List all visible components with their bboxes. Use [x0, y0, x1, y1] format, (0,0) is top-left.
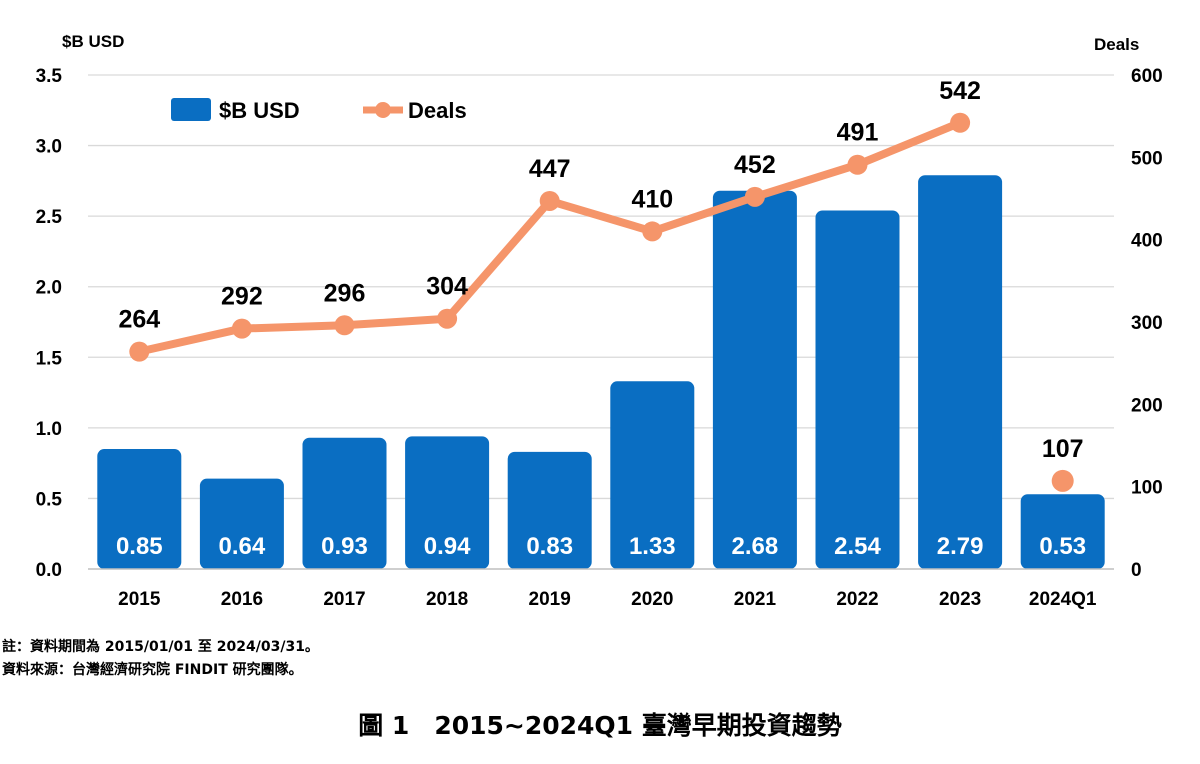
x-axis-tick-label: 2015	[118, 589, 161, 610]
deals-value-label: 292	[221, 283, 263, 311]
left-axis-tick-label: 3.5	[36, 66, 63, 87]
bar	[97, 449, 182, 569]
bar-value-label: 2.68	[732, 533, 779, 560]
left-axis-tick-label: 1.5	[36, 348, 63, 369]
deals-value-label: 107	[1042, 435, 1084, 463]
deals-point	[1051, 469, 1074, 492]
bar-value-label: 0.85	[116, 533, 163, 560]
deals-value-label: 452	[734, 151, 776, 179]
bar	[918, 175, 1003, 569]
deals-point	[950, 112, 971, 133]
left-axis-tick-label: 1.0	[36, 419, 62, 440]
deals-line-series	[129, 112, 1074, 492]
x-axis-tick-label: 2019	[529, 589, 571, 610]
left-axis-tick-label: 2.0	[36, 278, 62, 299]
x-axis-tick-label: 2022	[836, 589, 878, 610]
deals-value-label: 296	[324, 279, 366, 307]
figure-title: 圖 1 2015~2024Q1 臺灣早期投資趨勢	[358, 711, 842, 740]
deals-value-label: 491	[837, 119, 879, 147]
right-axis-unit-label: Deals	[1094, 35, 1139, 54]
data-labels: 0.85 0.64 0.93 0.94 0.83 1.33 2.68 2.54 2.79 0.53…	[116, 77, 1086, 560]
chart: 0.85 0.64 0.93 0.94 0.83 1.33 2.68 2.54 2.79 0.53…	[36, 32, 1163, 610]
deals-point	[437, 308, 458, 329]
note-period: 註：資料期間為 2015/01/01 至 2024/03/31。	[2, 639, 319, 655]
right-axis-tick-label: 500	[1131, 148, 1163, 169]
x-axis-tick-label: 2024Q1	[1029, 589, 1097, 610]
x-axis-tick-label: 2023	[939, 589, 981, 610]
legend-bar-label: $B USD	[219, 98, 300, 123]
right-axis-tick-label: 400	[1131, 231, 1163, 252]
deals-point	[231, 318, 252, 339]
right-axis-tick-label: 300	[1131, 313, 1163, 334]
deals-point	[334, 315, 355, 336]
legend-bar-swatch	[171, 98, 211, 121]
bar	[199, 478, 284, 569]
right-axis-tick-label: 600	[1131, 66, 1163, 87]
legend-line-label: Deals	[408, 98, 467, 123]
bar-value-label: 2.54	[834, 533, 881, 560]
deals-value-label: 542	[939, 77, 981, 105]
note-source: 資料來源：台灣經濟研究院 FINDIT 研究團隊。	[2, 662, 303, 678]
bar-value-label: 0.64	[219, 533, 266, 560]
right-axis-tick-label: 100	[1131, 478, 1163, 499]
bar	[1020, 494, 1105, 569]
x-axis-tick-label: 2018	[426, 589, 468, 610]
deals-point	[129, 341, 150, 362]
deals-value-label: 264	[118, 306, 160, 334]
bar-value-label: 1.33	[629, 533, 676, 560]
bar-value-label: 0.83	[526, 533, 573, 560]
deals-value-label: 410	[631, 185, 673, 213]
deals-point	[539, 190, 560, 211]
deals-point	[847, 154, 868, 175]
bar-value-label: 2.79	[937, 533, 984, 560]
x-axis-tick-label: 2021	[734, 589, 777, 610]
deals-point	[744, 186, 765, 207]
x-axis-tick-label: 2017	[323, 589, 365, 610]
legend-line-marker	[375, 102, 391, 118]
left-axis-tick-label: 0.0	[36, 560, 62, 581]
bar-value-label: 0.93	[321, 533, 368, 560]
axes: 0.0 0.5 1.0 1.5 2.0 2.5 3.0 3.5 0 100 200 300 400 500…	[36, 66, 1163, 610]
right-axis-tick-label: 0	[1131, 560, 1142, 581]
legend: $B USD Deals	[171, 98, 467, 123]
x-axis-tick-label: 2016	[221, 589, 263, 610]
left-axis-tick-label: 2.5	[36, 207, 63, 228]
deals-point	[642, 221, 663, 242]
bar	[712, 190, 797, 570]
bar	[507, 451, 592, 569]
deals-value-label: 304	[426, 273, 468, 301]
bar-value-label: 0.53	[1039, 533, 1086, 560]
right-axis-tick-label: 200	[1131, 395, 1163, 416]
bar	[405, 436, 490, 569]
x-axis-tick-label: 2020	[631, 589, 673, 610]
bar	[302, 437, 387, 569]
bar	[815, 210, 900, 570]
left-axis-unit-label: $B USD	[62, 32, 124, 51]
left-axis-tick-label: 3.0	[36, 137, 62, 158]
bar-series	[97, 175, 1105, 570]
deals-value-label: 447	[529, 155, 571, 183]
footnotes: 註：資料期間為 2015/01/01 至 2024/03/31。 資料來源：台灣…	[2, 636, 319, 682]
bar-value-label: 0.94	[424, 533, 471, 560]
bar	[610, 381, 695, 569]
left-axis-tick-label: 0.5	[36, 489, 63, 510]
